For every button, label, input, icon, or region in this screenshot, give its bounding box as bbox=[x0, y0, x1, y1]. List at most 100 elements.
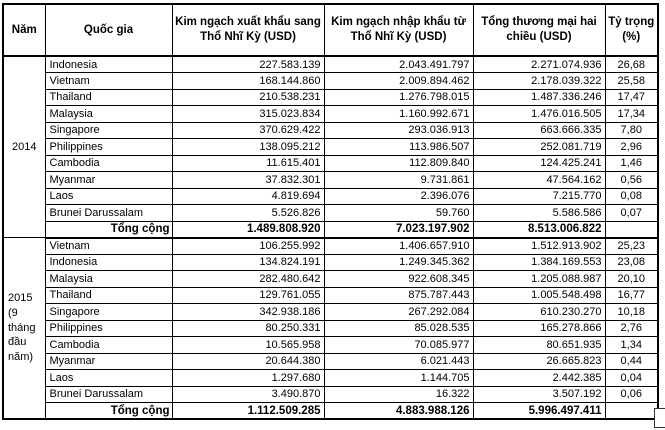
header-year: Năm bbox=[2, 3, 46, 57]
import-value-cell: 1.160.992.671 bbox=[323, 105, 474, 123]
total-value-cell: 1.205.088.987 bbox=[472, 270, 606, 288]
export-value-cell: 342.938.186 bbox=[171, 303, 325, 321]
country-cell: Malaysia bbox=[44, 105, 173, 123]
export-value-cell: 168.144.860 bbox=[171, 72, 325, 90]
year-cell: 2015 (9 tháng đầu năm) bbox=[2, 237, 46, 420]
import-value-cell: 59.760 bbox=[323, 204, 474, 222]
total-value-cell: 80.651.935 bbox=[472, 336, 606, 354]
country-cell: Malaysia bbox=[44, 270, 173, 288]
import-value-cell: 113.986.507 bbox=[323, 138, 474, 156]
import-value-cell: 1.249.345.362 bbox=[323, 253, 474, 271]
import-value-cell: 112.809.840 bbox=[323, 154, 474, 172]
table-row: Brunei Darussalam 5.526.826 59.760 5.586.58… bbox=[3, 204, 659, 222]
table-row: Laos 1.297.680 1.144.705 2.442.385 0,04 bbox=[3, 369, 659, 387]
export-value-cell: 282.480.642 bbox=[171, 270, 325, 288]
table-row: Malaysia 315.023.834 1.160.992.671 1.476.01… bbox=[3, 105, 659, 123]
total-value-cell: 124.425.241 bbox=[472, 154, 606, 172]
import-value-cell: 267.292.084 bbox=[323, 303, 474, 321]
total-import-cell: 4.883.988.126 bbox=[323, 402, 474, 420]
share-value-cell: 2,96 bbox=[604, 138, 659, 156]
import-value-cell: 85.028.535 bbox=[323, 319, 474, 337]
export-value-cell: 4.819.694 bbox=[171, 187, 325, 205]
header-row: Năm Quốc gia Kim ngạch xuất khẩu sang Th… bbox=[2, 3, 659, 57]
import-value-cell: 922.608.345 bbox=[323, 270, 474, 288]
trade-table: Năm Quốc gia Kim ngạch xuất khẩu sang Th… bbox=[2, 3, 659, 420]
export-value-cell: 1.297.680 bbox=[171, 369, 325, 387]
export-value-cell: 134.824.191 bbox=[171, 253, 325, 271]
export-value-cell: 129.761.055 bbox=[171, 286, 325, 304]
table-row: Singapore 370.629.422 293.036.913 663.666.3… bbox=[3, 121, 659, 139]
share-value-cell: 10,18 bbox=[604, 303, 659, 321]
country-cell: Vietnam bbox=[44, 72, 173, 90]
export-value-cell: 370.629.422 bbox=[171, 121, 325, 139]
share-value-cell: 0,06 bbox=[604, 385, 659, 403]
import-value-cell: 2.396.076 bbox=[323, 187, 474, 205]
country-cell: Philippines bbox=[44, 319, 173, 337]
import-value-cell: 1.406.657.910 bbox=[323, 237, 474, 255]
total-row: Tổng cộng 1.112.509.285 4.883.988.126 5.996… bbox=[3, 402, 659, 420]
share-value-cell: 25,23 bbox=[604, 237, 659, 255]
export-value-cell: 315.023.834 bbox=[171, 105, 325, 123]
import-value-cell: 875.787.443 bbox=[323, 286, 474, 304]
country-cell: Philippines bbox=[44, 138, 173, 156]
export-value-cell: 138.095.212 bbox=[171, 138, 325, 156]
table-row: 2014 Indonesia 227.583.139 2.043.491.797 2.2… bbox=[2, 55, 659, 238]
table-row: Vietnam 168.144.860 2.009.894.462 2.178.039… bbox=[3, 72, 659, 90]
total-value-cell: 3.507.192 bbox=[472, 385, 606, 403]
table-row: Singapore 342.938.186 267.292.084 610.230.2… bbox=[3, 303, 659, 321]
total-export-cell: 1.112.509.285 bbox=[171, 402, 325, 420]
total-share-cell bbox=[604, 220, 659, 239]
country-cell: Brunei Darussalam bbox=[44, 385, 173, 403]
table-row: Cambodia 10.565.958 70.085.977 80.651.935 1,… bbox=[3, 336, 659, 354]
country-cell: Myanmar bbox=[44, 352, 173, 370]
country-cell: Indonesia bbox=[44, 55, 173, 73]
country-cell: Thailand bbox=[44, 286, 173, 304]
import-value-cell: 16.322 bbox=[323, 385, 474, 403]
export-value-cell: 227.583.139 bbox=[171, 55, 325, 73]
total-row: Tổng cộng 1.489.808.920 7.023.197.902 8.513… bbox=[3, 220, 659, 239]
header-export: Kim ngạch xuất khẩu sang Thổ Nhĩ Kỳ (USD… bbox=[171, 3, 325, 57]
share-value-cell: 20,10 bbox=[604, 270, 659, 288]
table-row: Myanmar 20.644.380 6.021.443 26.665.823 0,44 bbox=[3, 352, 659, 370]
import-value-cell: 1.144.705 bbox=[323, 369, 474, 387]
import-value-cell: 2.043.491.797 bbox=[323, 55, 474, 73]
share-value-cell: 16,77 bbox=[604, 286, 659, 304]
table-row: Cambodia 11.615.401 112.809.840 124.425.241… bbox=[3, 154, 659, 172]
import-value-cell: 70.085.977 bbox=[323, 336, 474, 354]
share-value-cell: 2,76 bbox=[604, 319, 659, 337]
total-value-cell: 2.442.385 bbox=[472, 369, 606, 387]
total-value-cell: 26.665.823 bbox=[472, 352, 606, 370]
total-value-cell: 47.564.162 bbox=[472, 171, 606, 189]
import-value-cell: 2.009.894.462 bbox=[323, 72, 474, 90]
share-value-cell: 17,34 bbox=[604, 105, 659, 123]
table-row: Brunei Darussalam 3.490.870 16.322 3.507.19… bbox=[3, 385, 659, 403]
total-label-cell: Tổng cộng bbox=[44, 402, 173, 420]
total-value-cell: 1.476.016.505 bbox=[472, 105, 606, 123]
table-row: Philippines 138.095.212 113.986.507 252.081… bbox=[3, 138, 659, 156]
share-value-cell: 0,44 bbox=[604, 352, 659, 370]
country-cell: Cambodia bbox=[44, 336, 173, 354]
table-row: Laos 4.819.694 2.396.076 7.215.770 0,08 bbox=[3, 187, 659, 205]
share-value-cell: 25,58 bbox=[604, 72, 659, 90]
year-cell: 2014 bbox=[2, 55, 46, 238]
total-import-cell: 7.023.197.902 bbox=[323, 220, 474, 239]
total-label-cell: Tổng cộng bbox=[44, 220, 173, 239]
header-share: Tỷ trọng (%) bbox=[604, 3, 659, 57]
country-cell: Indonesia bbox=[44, 253, 173, 271]
share-value-cell: 26,68 bbox=[604, 55, 659, 73]
country-cell: Cambodia bbox=[44, 154, 173, 172]
country-cell: Brunei Darussalam bbox=[44, 204, 173, 222]
import-value-cell: 1.276.798.015 bbox=[323, 88, 474, 106]
country-cell: Singapore bbox=[44, 303, 173, 321]
table-row: Indonesia 134.824.191 1.249.345.362 1.384.1… bbox=[3, 253, 659, 271]
share-value-cell: 0,04 bbox=[604, 369, 659, 387]
export-value-cell: 80.250.331 bbox=[171, 319, 325, 337]
export-value-cell: 20.644.380 bbox=[171, 352, 325, 370]
total-value-cell: 663.666.335 bbox=[472, 121, 606, 139]
total-value-cell: 252.081.719 bbox=[472, 138, 606, 156]
export-value-cell: 3.490.870 bbox=[171, 385, 325, 403]
total-value-cell: 5.586.586 bbox=[472, 204, 606, 222]
total-value-cell: 610.230.270 bbox=[472, 303, 606, 321]
export-value-cell: 210.538.231 bbox=[171, 88, 325, 106]
